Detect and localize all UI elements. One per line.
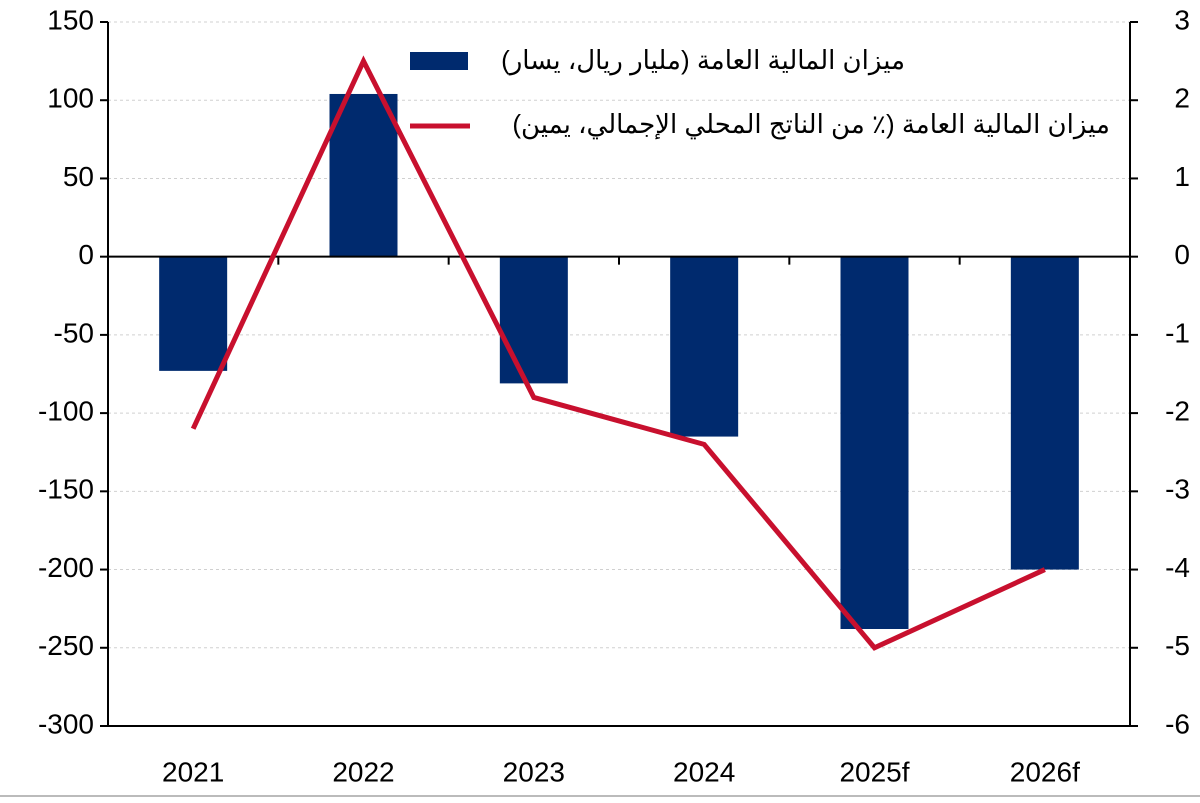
bar: [670, 256, 739, 437]
y-tick-label: 100: [47, 83, 94, 114]
y-tick-label: 0: [78, 239, 94, 270]
x-tick-label: 2022: [332, 756, 394, 787]
bar: [840, 256, 909, 630]
y2-tick-label: -1: [1165, 317, 1190, 348]
y2-tick-label: -4: [1165, 552, 1190, 583]
bar: [1010, 256, 1079, 570]
bar: [329, 93, 398, 257]
y-tick-label: 150: [47, 4, 94, 35]
legend-label: ميزان المالية العامة (٪ من الناتج المحلي…: [512, 109, 1110, 140]
x-tick-label: 2023: [503, 756, 565, 787]
y-tick-label: 50: [63, 161, 94, 192]
y-tick-label: -200: [38, 552, 94, 583]
bar: [159, 256, 228, 371]
y2-tick-label: -5: [1165, 630, 1190, 661]
x-tick-label: 2026f: [1010, 756, 1080, 787]
x-tick-label: 2024: [673, 756, 735, 787]
y-tick-label: -50: [54, 317, 94, 348]
x-tick-label: 2025f: [839, 756, 909, 787]
y-tick-label: -100: [38, 396, 94, 427]
y-tick-label: -150: [38, 474, 94, 505]
y2-tick-label: 1: [1174, 161, 1190, 192]
y2-tick-label: -6: [1165, 708, 1190, 739]
y2-tick-label: -2: [1165, 396, 1190, 427]
y2-tick-label: 3: [1174, 4, 1190, 35]
y2-tick-label: 2: [1174, 83, 1190, 114]
legend-swatch: [410, 52, 468, 70]
y2-tick-label: -3: [1165, 474, 1190, 505]
y-tick-label: -250: [38, 630, 94, 661]
bar: [499, 256, 568, 384]
x-tick-label: 2021: [162, 756, 224, 787]
y2-tick-label: 0: [1174, 239, 1190, 270]
line: [190, 55, 1046, 651]
y-tick-label: -300: [38, 708, 94, 739]
legend-label: ميزان المالية العامة (مليار ريال، يسار): [501, 45, 905, 76]
